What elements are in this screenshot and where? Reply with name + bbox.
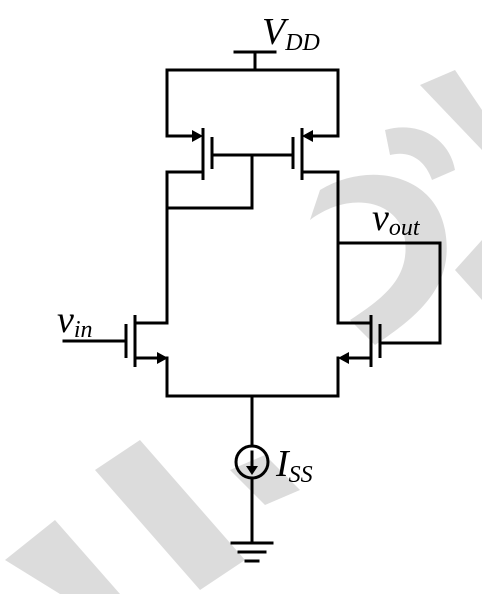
pmos-right-source-arrow: [302, 130, 313, 142]
ground-symbol: [230, 541, 274, 563]
nmos-left: [62, 315, 169, 398]
label-iss: ISS: [275, 443, 313, 488]
current-source-arrow-head: [246, 466, 258, 475]
right-branch: [336, 170, 442, 345]
label-vin: vin: [57, 299, 93, 343]
label-vout: vout: [372, 197, 421, 241]
watermark-stroke-5: [385, 127, 455, 180]
watermark-stroke-1: [5, 520, 120, 594]
pmos-left: [165, 68, 214, 210]
nmos-left-source-arrow: [157, 352, 168, 364]
watermark-stroke-7: [455, 240, 482, 300]
tail-network: [165, 394, 340, 545]
pmos-right: [291, 68, 340, 180]
watermark: [5, 70, 482, 594]
nmos-right: [336, 315, 382, 398]
vdd-supply: [165, 50, 340, 72]
watermark-stroke-4: [310, 174, 447, 345]
nmos-right-source-arrow: [338, 352, 349, 364]
pmos-gate-network: [165, 153, 295, 210]
watermark-stroke-6: [420, 70, 482, 150]
watermark-stroke-2: [95, 440, 245, 590]
pmos-left-source-arrow: [192, 130, 203, 142]
label-vdd: VDD: [262, 11, 320, 56]
